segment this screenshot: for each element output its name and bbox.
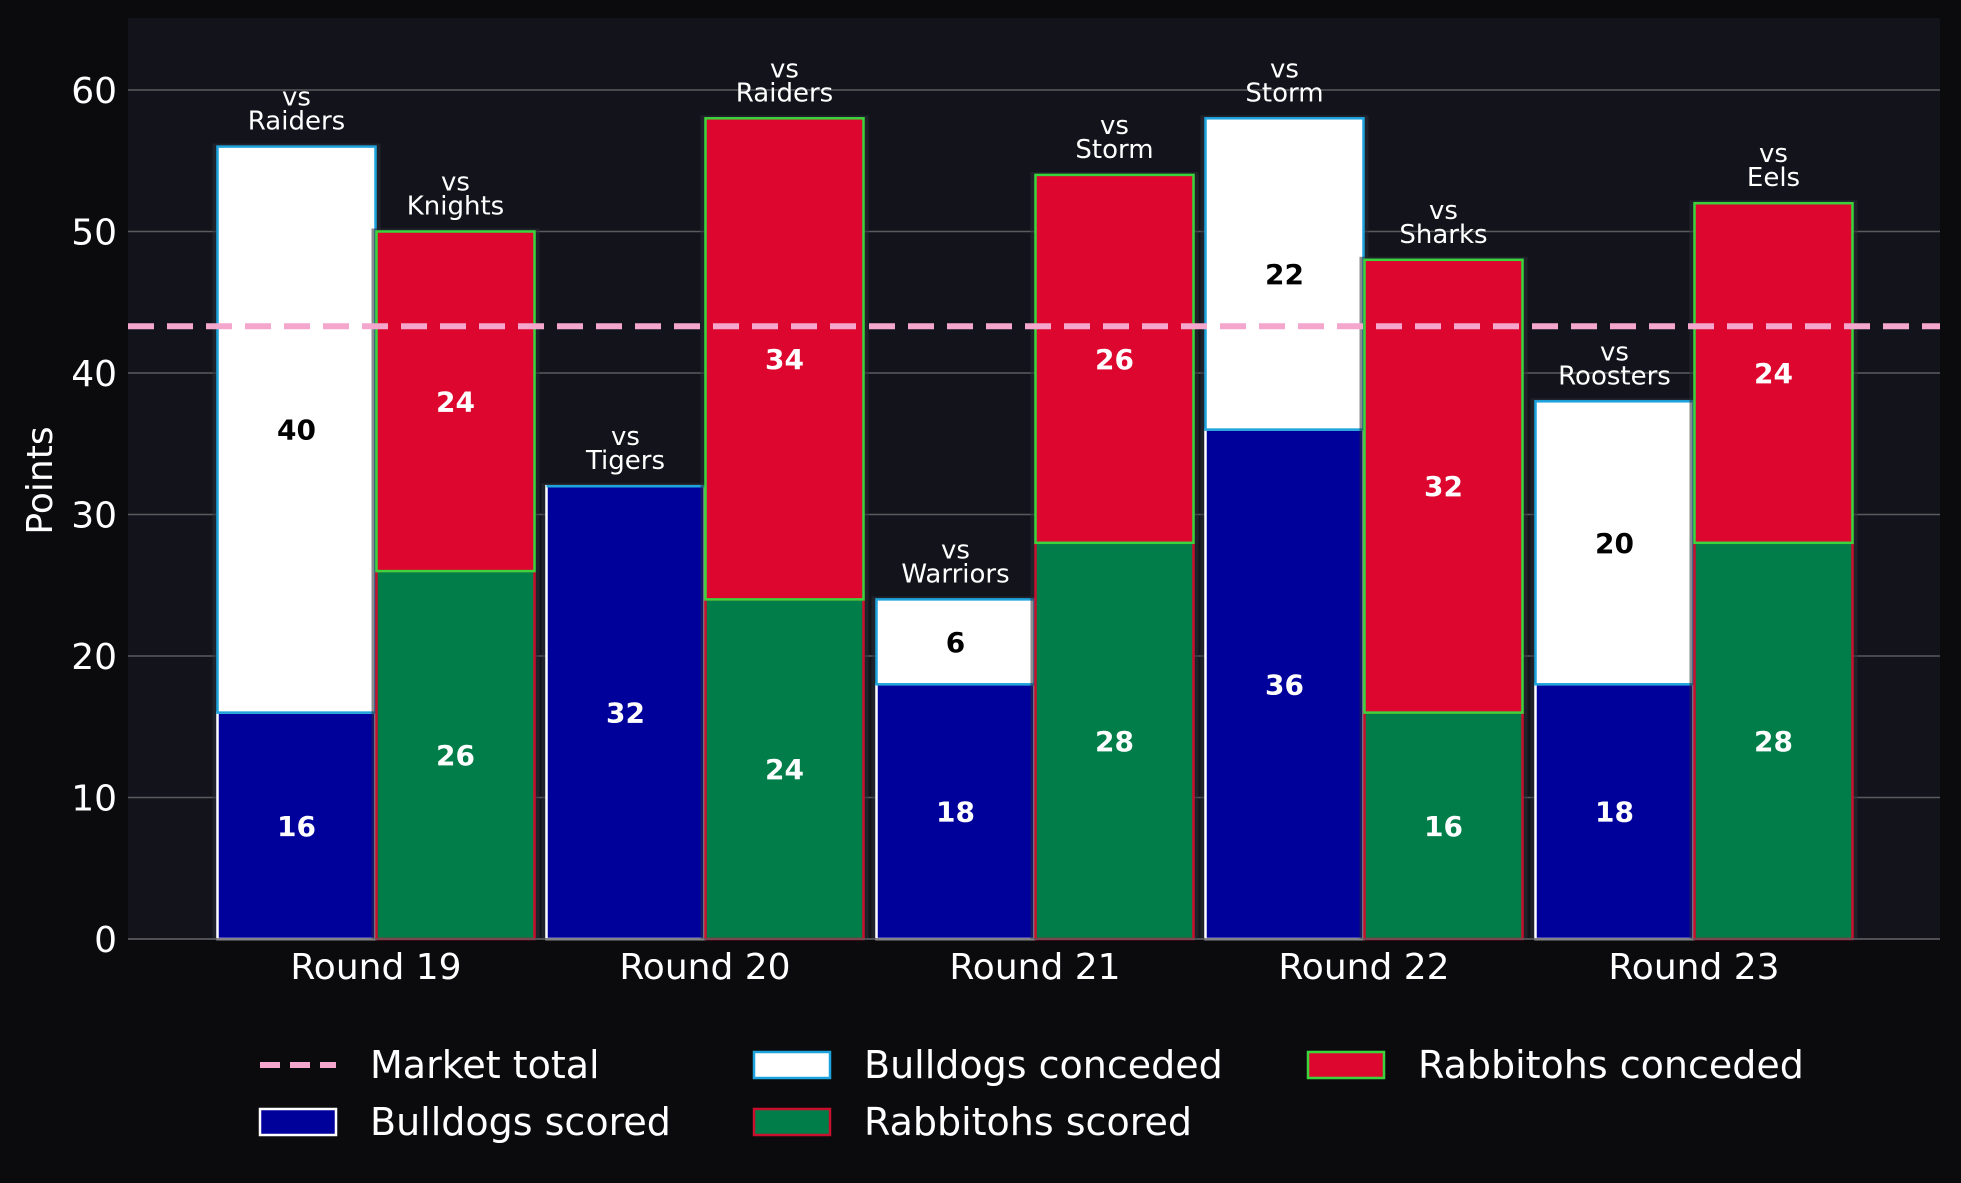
y-tick-label: 40	[71, 354, 117, 395]
bulldogs-scored-label: 18	[1595, 796, 1634, 829]
rabbitohs-conceded-bar	[375, 230, 536, 573]
opponent-prefix: vs	[1600, 337, 1629, 367]
opponent-name: Sharks	[1399, 220, 1487, 250]
y-tick-label: 50	[71, 213, 117, 254]
bulldogs-conceded-label: 40	[277, 414, 316, 447]
bulldogs-conceded-label: 6	[946, 626, 965, 659]
legend-swatch-rabbitohs-conceded	[1306, 1050, 1386, 1080]
rabbitohs-scored-label: 28	[1754, 725, 1793, 758]
rabbitohs-scored-bar	[1693, 541, 1854, 941]
rabbitohs-scored-bar	[1363, 711, 1524, 941]
rabbitohs-conceded-label: 34	[765, 343, 804, 376]
opponent-prefix: vs	[282, 83, 311, 113]
opponent-prefix: vs	[611, 422, 640, 452]
opponent-name: Roosters	[1558, 361, 1671, 391]
y-tick-label: 0	[94, 920, 117, 961]
rabbitohs-conceded-bar	[704, 117, 865, 601]
rabbitohs-conceded-label: 24	[1754, 357, 1793, 390]
bulldogs-scored-bar	[1204, 428, 1365, 941]
opponent-name: Raiders	[248, 107, 345, 137]
opponent-name: Storm	[1245, 78, 1323, 108]
opponent-prefix: vs	[941, 535, 970, 565]
rabbitohs-conceded-label: 26	[1095, 343, 1134, 376]
bulldogs-conceded-label: 20	[1595, 527, 1634, 560]
opponent-name: Warriors	[901, 559, 1009, 589]
x-tick-label: Round 23	[1608, 947, 1779, 988]
bulldogs-scored-label: 18	[936, 796, 975, 829]
rabbitohs-conceded-bar	[1693, 201, 1854, 545]
rabbitohs-conceded-bar	[1034, 173, 1195, 545]
bulldogs-conceded-bar	[216, 145, 377, 714]
bulldogs-scored-bar	[1534, 683, 1695, 941]
rabbitohs-scored-label: 26	[436, 739, 475, 772]
opponent-prefix: vs	[441, 168, 470, 198]
rabbitohs-scored-label: 16	[1424, 810, 1463, 843]
y-tick-label: 20	[71, 637, 117, 678]
opponent-prefix: vs	[770, 54, 799, 84]
rabbitohs-conceded-label: 32	[1424, 470, 1463, 503]
legend-swatch-rabbitohs-scored	[752, 1107, 832, 1137]
legend-swatch-bulldogs-conceded	[752, 1050, 832, 1080]
bulldogs-scored-bar	[216, 711, 377, 941]
rabbitohs-scored-bar	[704, 598, 865, 941]
opponent-prefix: vs	[1429, 196, 1458, 226]
rabbitohs-scored-bar	[1034, 541, 1195, 941]
x-tick-label: Round 19	[290, 947, 461, 988]
bulldogs-conceded-label: 22	[1265, 258, 1304, 291]
opponent-name: Storm	[1075, 135, 1153, 165]
bulldogs-conceded-bar	[875, 598, 1036, 686]
opponent-name: Knights	[407, 192, 504, 222]
y-tick-label: 30	[71, 496, 117, 537]
x-tick-label: Round 22	[1278, 947, 1449, 988]
y-axis-label: Points	[20, 426, 61, 534]
bulldogs-conceded-bar	[1534, 400, 1695, 686]
legend-label: Bulldogs scored	[370, 1100, 671, 1144]
y-tick-label: 10	[71, 779, 117, 820]
bulldogs-scored-label: 32	[606, 697, 645, 730]
legend-swatch-bulldogs-scored	[258, 1107, 338, 1137]
opponent-name: Tigers	[585, 446, 665, 476]
bulldogs-scored-label: 16	[277, 810, 316, 843]
legend-label: Rabbitohs conceded	[1418, 1043, 1804, 1087]
y-tick-label: 60	[71, 71, 117, 112]
rabbitohs-scored-label: 28	[1095, 725, 1134, 758]
opponent-name: Eels	[1747, 163, 1800, 193]
bulldogs-scored-bar	[545, 484, 706, 941]
bulldogs-scored-label: 36	[1265, 668, 1304, 701]
legend-label: Market total	[370, 1043, 600, 1087]
rabbitohs-conceded-label: 24	[436, 385, 475, 418]
opponent-prefix: vs	[1759, 139, 1788, 169]
opponent-prefix: vs	[1270, 54, 1299, 84]
x-tick-label: Round 20	[619, 947, 790, 988]
legend-label: Bulldogs conceded	[864, 1043, 1223, 1087]
rabbitohs-conceded-bar	[1363, 258, 1524, 714]
rabbitohs-scored-bar	[375, 569, 536, 941]
opponent-name: Raiders	[736, 78, 833, 108]
rabbitohs-scored-label: 24	[765, 753, 804, 786]
x-tick-label: Round 21	[949, 947, 1120, 988]
opponent-prefix: vs	[1100, 111, 1129, 141]
bulldogs-conceded-bar	[1204, 117, 1365, 431]
legend-label: Rabbitohs scored	[864, 1100, 1192, 1144]
